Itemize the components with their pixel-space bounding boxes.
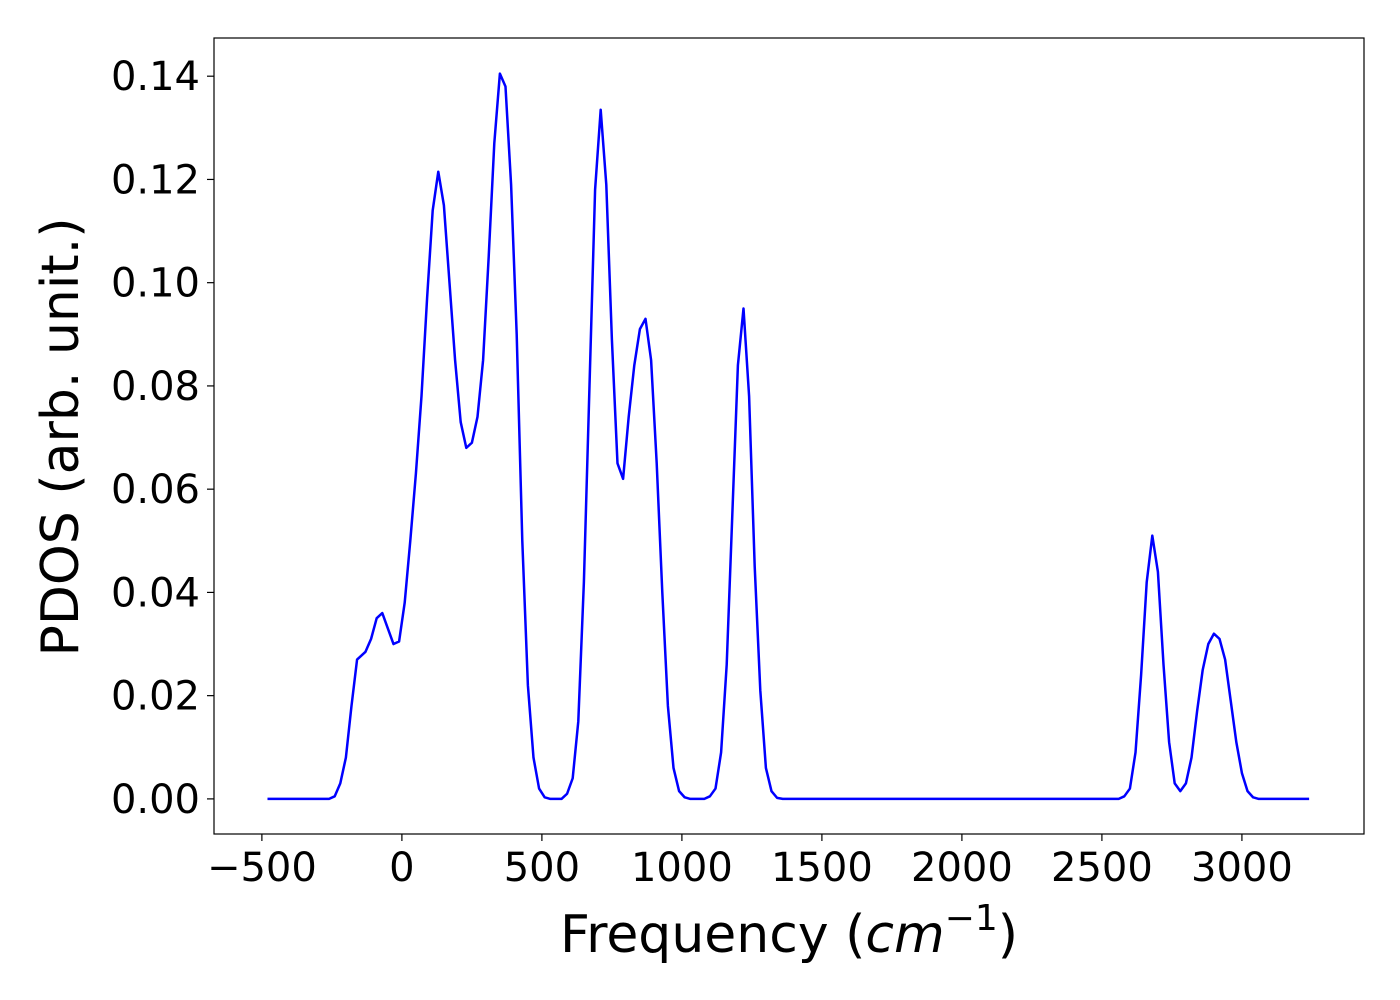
x-tick-label: −500	[207, 845, 317, 891]
y-tick-label: 0.10	[111, 261, 200, 307]
x-label-text: Frequency (	[560, 905, 865, 965]
x-label-unit: cm	[865, 905, 944, 965]
y-tick-label: 0.08	[111, 364, 200, 410]
x-tick-label: 1000	[631, 845, 733, 891]
x-tick-label: 500	[504, 845, 580, 891]
x-tick-label: 0	[389, 845, 414, 891]
x-axis-label: Frequency (cm−1)	[560, 898, 1018, 965]
x-tick-label: 3000	[1191, 845, 1293, 891]
y-tick-label: 0.14	[111, 54, 200, 100]
y-tick-label: 0.04	[111, 570, 200, 616]
y-tick-label: 0.12	[111, 157, 200, 203]
x-label-exponent: −1	[945, 898, 998, 939]
x-label-close: )	[998, 905, 1018, 965]
y-tick-label: 0.02	[111, 674, 200, 720]
x-tick-label: 2000	[911, 845, 1013, 891]
x-tick-label: 1500	[771, 845, 873, 891]
data-line	[267, 72, 1310, 801]
y-axis-label: PDOS (arb. unit.)	[31, 217, 91, 656]
y-tick-label: 0.06	[111, 467, 200, 513]
y-tick-label: 0.00	[111, 777, 200, 823]
plot-frame	[213, 37, 1365, 835]
x-tick-label: 2500	[1051, 845, 1153, 891]
